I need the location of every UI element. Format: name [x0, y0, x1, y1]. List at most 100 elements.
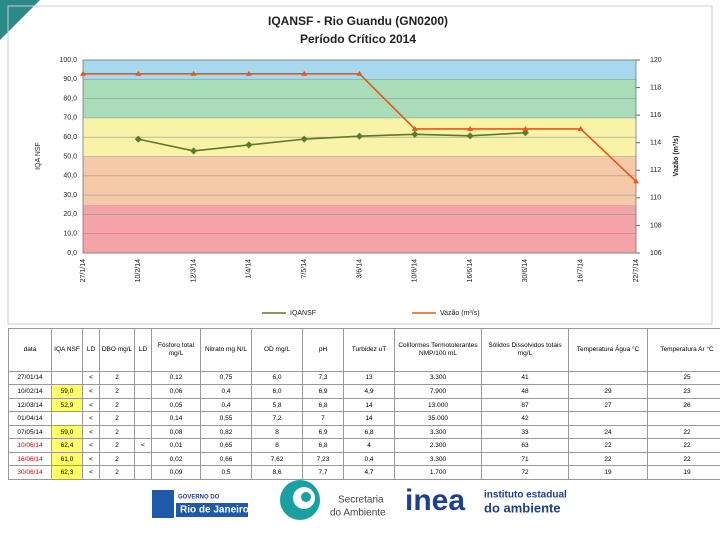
- table-cell: 0,75: [200, 370, 252, 386]
- table-row: 27/01/14 <2 0,12 0,75 6,0 7,3 13 3.300 41 25: [8, 370, 720, 386]
- point: [301, 70, 308, 76]
- table-cell: 4,7: [343, 465, 395, 480]
- table-cell: 0,4: [200, 397, 252, 413]
- table-cell: 8,6: [251, 465, 303, 480]
- table-cell: 0,55: [200, 411, 252, 426]
- header-row: data IQA NSF LD DBO mg/L LD Fósforo total mg/…: [8, 328, 720, 372]
- table-cell: [134, 451, 152, 467]
- y-tick-label: 30,0: [63, 192, 77, 199]
- point: [80, 70, 86, 76]
- table-cell: 27/01/14: [8, 370, 52, 386]
- y2-tick-label: 106: [650, 250, 662, 257]
- y2-tick-label: 116: [650, 112, 661, 119]
- plot-frame: [82, 59, 637, 254]
- header-cell: Fósforo total mg/L: [151, 328, 201, 372]
- y-tick-label: 10,0: [63, 231, 77, 238]
- point: [356, 70, 363, 76]
- header-cell: Sólidos Dissolvidos totais mg/L: [481, 328, 569, 372]
- chart: IQANSF - Rio Guandu (GN0200) Período Crí…: [0, 0, 713, 325]
- table-cell: 7,3: [302, 370, 344, 386]
- table-cell: 71: [481, 451, 569, 467]
- table-cell: 07/05/14: [8, 424, 52, 440]
- table-cell: <: [82, 424, 100, 440]
- table-cell: 22: [568, 451, 648, 467]
- table-row: 07/05/14 59,0 <2 0,08 0,82 8 6,9 6,8 3.300 33 24 22: [8, 424, 720, 440]
- header-cell: LD: [134, 328, 152, 372]
- logo-text: Rio de Janeiro: [180, 505, 249, 516]
- table-cell: 0,05: [151, 397, 201, 413]
- table-cell: <: [82, 384, 100, 399]
- gov-band: [176, 503, 248, 517]
- table-cell: <: [82, 370, 100, 386]
- table-cell: 2: [99, 438, 135, 453]
- table-cell: 7,62: [251, 451, 303, 467]
- point: [245, 70, 252, 76]
- header-cell: Coliformes Termotolerantes NMP/100 mL: [394, 328, 482, 372]
- band: [83, 204, 636, 253]
- table-cell: 59,0: [51, 384, 83, 399]
- point: [135, 70, 142, 76]
- table-cell: 19: [647, 465, 720, 480]
- table-cell: 16/06/14: [8, 451, 52, 467]
- x-tick-label: 16/6/14: [467, 259, 474, 282]
- table-cell: 27: [568, 397, 648, 413]
- x-tick-label: 3/6/14: [356, 259, 363, 279]
- point: [411, 130, 419, 138]
- header-cell: data: [8, 328, 52, 372]
- table-cell: 2: [99, 465, 135, 480]
- table-cell: 0,4: [343, 451, 395, 467]
- table-cell: 14: [343, 397, 395, 413]
- y-axis-label: IQA NSF: [35, 142, 42, 170]
- band: [83, 156, 636, 205]
- chart-frame: [7, 5, 713, 325]
- table-cell: 0,12: [151, 370, 201, 386]
- table-cell: 0,14: [151, 411, 201, 426]
- table-cell: 10/06/14: [8, 438, 52, 453]
- table-cell: 13.000: [394, 397, 482, 413]
- table-cell: 30/06/14: [8, 465, 52, 480]
- table-cell: 8: [251, 438, 303, 453]
- table-cell: 2: [99, 384, 135, 399]
- logo-text: do ambiente: [484, 500, 561, 515]
- table-cell: 7,23: [302, 451, 344, 467]
- sec-emblem: [301, 492, 311, 502]
- table-cell: 4: [343, 438, 395, 453]
- legend-label: IQANSF: [290, 310, 316, 317]
- table-cell: [134, 384, 152, 399]
- table-cell: 23: [647, 384, 720, 399]
- table-cell: 6,8: [302, 397, 344, 413]
- table-cell: 0,66: [200, 451, 252, 467]
- table-cell: 7: [302, 411, 344, 426]
- table-cell: 3.300: [394, 451, 482, 467]
- y-tick-label: 50,0: [63, 153, 77, 160]
- table-cell: 61,0: [51, 451, 83, 467]
- table-cell: 52,9: [51, 397, 83, 413]
- y-tick-label: 100,0: [59, 57, 77, 64]
- table-cell: 7,7: [302, 465, 344, 480]
- table-cell: 6,8: [343, 424, 395, 440]
- point: [633, 178, 639, 184]
- table-cell: 8: [251, 424, 303, 440]
- table-cell: 35.000: [394, 411, 482, 426]
- data-table: data IQA NSF LD DBO mg/L LD Fósforo total mg/…: [8, 328, 720, 480]
- table-cell: 6,0: [251, 384, 303, 399]
- table-cell: 0,01: [151, 438, 201, 453]
- point: [300, 135, 308, 143]
- x-tick-label: 7/5/14: [301, 259, 308, 279]
- point: [522, 125, 529, 131]
- table-cell: 3.300: [394, 370, 482, 386]
- table-row: 30/06/14 62,3 <2 0,09 0,5 8,6 7,7 4,7 1.700 72 19 1…: [8, 465, 720, 480]
- y2-axis-label: Vazão (m³/s): [673, 136, 680, 177]
- table-cell: 0,4: [200, 384, 252, 399]
- table-cell: 01/04/14: [8, 411, 52, 426]
- table-cell: [134, 411, 152, 426]
- y-tick-label: 90,0: [63, 76, 77, 83]
- table-cell: 48: [481, 384, 569, 399]
- table-cell: [134, 370, 152, 386]
- band: [83, 60, 636, 80]
- table-cell: 2.300: [394, 438, 482, 453]
- x-tick-label: 22/7/14: [633, 259, 640, 282]
- y2-tick-label: 112: [650, 167, 661, 174]
- chart-title: IQANSF - Rio Guandu (GN0200): [268, 14, 448, 28]
- table-cell: 24: [568, 424, 648, 440]
